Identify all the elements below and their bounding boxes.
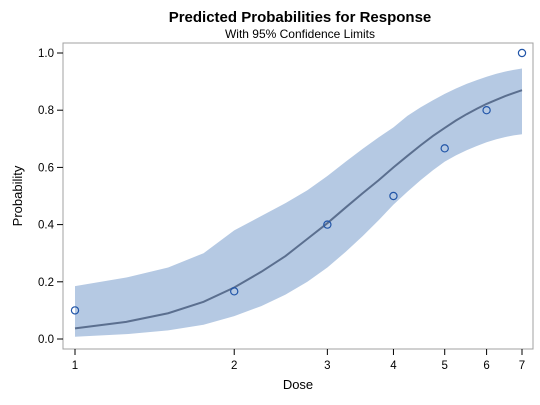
observed-point bbox=[230, 287, 239, 296]
observed-point bbox=[389, 191, 398, 201]
y-tick-label: 1.0 bbox=[38, 48, 54, 60]
chart-title: Predicted Probabilities for Response bbox=[169, 9, 432, 26]
observed-point bbox=[482, 105, 491, 115]
x-axis: 1 2 3 4 5 6 7 bbox=[72, 349, 525, 372]
y-axis-label: Probability bbox=[10, 165, 25, 226]
x-tick-label: 6 bbox=[483, 360, 489, 372]
x-tick-label: 5 bbox=[442, 360, 448, 372]
x-tick-label: 1 bbox=[72, 360, 78, 372]
observed-point bbox=[70, 306, 80, 315]
observed-point bbox=[440, 144, 449, 153]
y-tick-label: 0.8 bbox=[38, 105, 54, 117]
plot-frame bbox=[62, 42, 534, 350]
plot-area bbox=[70, 48, 527, 337]
x-tick-label: 3 bbox=[324, 360, 330, 372]
observed-point bbox=[323, 220, 332, 229]
y-tick-label: 0.0 bbox=[38, 334, 54, 346]
x-tick-label: 2 bbox=[231, 360, 237, 372]
y-tick-label: 0.2 bbox=[38, 277, 54, 289]
chart-subtitle: With 95% Confidence Limits bbox=[225, 27, 375, 41]
x-tick-label: 4 bbox=[390, 360, 397, 372]
x-axis-label: Dose bbox=[283, 377, 313, 392]
x-tick-label: 7 bbox=[519, 360, 525, 372]
y-tick-label: 0.4 bbox=[38, 220, 55, 232]
observed-point bbox=[517, 48, 527, 58]
y-tick-label: 0.6 bbox=[38, 162, 54, 174]
y-axis: 0.0 0.2 0.4 0.6 0.8 1.0 bbox=[38, 48, 63, 346]
confidence-band bbox=[75, 68, 522, 337]
